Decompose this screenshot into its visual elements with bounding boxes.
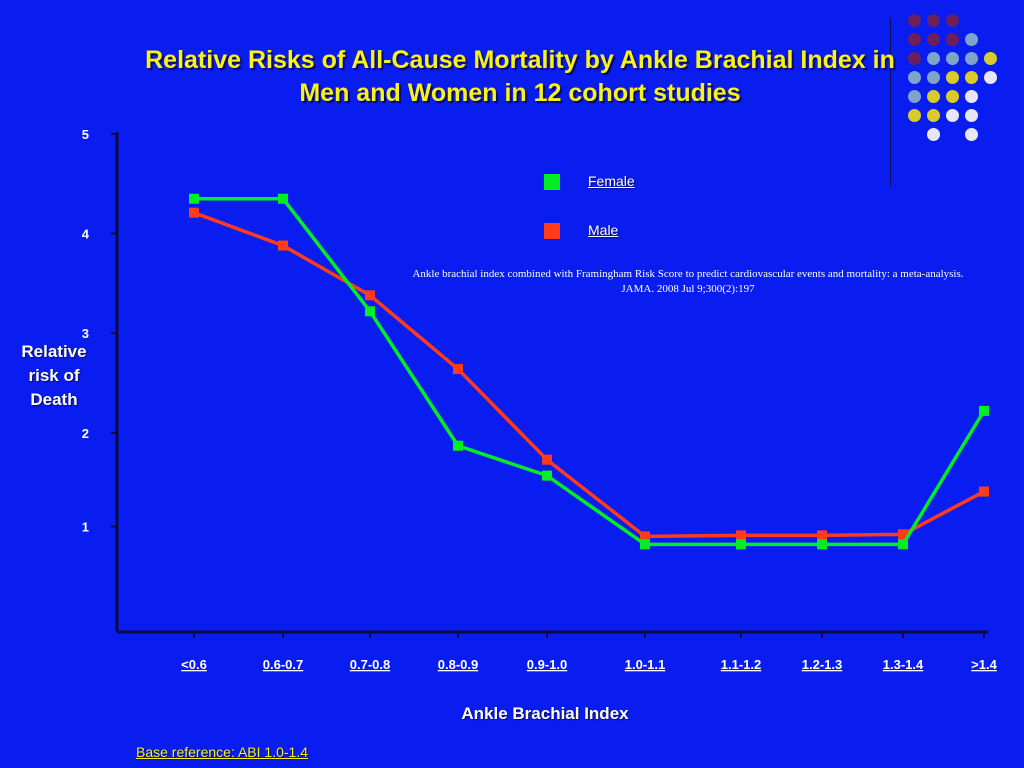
legend-swatch-female: [544, 174, 560, 190]
data-point-male: [898, 529, 908, 540]
legend-label-male: Male: [588, 222, 619, 238]
citation: Ankle brachial index combined with Frami…: [356, 267, 1020, 297]
decorative-dot: [927, 33, 940, 46]
data-point-male: [542, 454, 552, 465]
decorative-dot: [965, 71, 978, 84]
data-point-male: [817, 530, 827, 541]
decorative-dot: [965, 33, 978, 46]
data-point-male: [453, 364, 463, 375]
data-point-male: [736, 530, 746, 541]
data-point-female: [898, 539, 908, 550]
slide-title: Relative Risks of All-Cause Mortality by…: [60, 44, 980, 110]
data-point-female: [453, 440, 463, 451]
series-line-female: [194, 196, 986, 547]
decorative-dot: [946, 90, 959, 103]
data-point-female: [189, 193, 199, 204]
y-tick-label: 2: [82, 426, 89, 441]
series-line-male: [193, 211, 985, 539]
decorative-dot: [908, 52, 921, 65]
decorative-dot: [984, 71, 997, 84]
y-tick-label: 4: [82, 227, 90, 242]
data-point-female: [979, 405, 989, 416]
legend-label-female: Female: [588, 173, 635, 189]
decorative-dot: [946, 109, 959, 122]
decorative-dot: [908, 71, 921, 84]
data-point-male: [278, 240, 288, 251]
decorative-dot: [984, 52, 997, 65]
x-axis-label: Ankle Brachial Index: [461, 704, 629, 723]
y-tick-label: 1: [82, 519, 89, 534]
title-line-1: Relative Risks of All-Cause Mortality by…: [145, 46, 895, 74]
y-axis-label-line-2: risk of: [28, 366, 80, 385]
x-tick-label: 1.3-1.4: [883, 657, 924, 672]
x-tick-label: 1.2-1.3: [802, 657, 842, 672]
data-point-male: [365, 290, 375, 301]
x-tick-label: 0.9-1.0: [527, 657, 567, 672]
decorative-dot: [965, 52, 978, 65]
title-line-2: Men and Women in 12 cohort studies: [299, 79, 741, 107]
data-point-male: [640, 531, 650, 542]
data-point-female: [640, 539, 650, 550]
x-tick-label: >1.4: [971, 657, 997, 672]
decorative-dot: [965, 109, 978, 122]
data-point-female: [817, 539, 827, 550]
footnote: Base reference: ABI 1.0-1.4: [136, 744, 308, 760]
y-axis-label-line-1: Relative: [21, 342, 87, 361]
y-axis-label-line-3: Death: [30, 390, 78, 409]
decorative-dot: [927, 71, 940, 84]
decorative-dot: [927, 52, 940, 65]
decorative-dot: [908, 33, 921, 46]
decorative-dot: [908, 109, 921, 122]
legend-swatch-male: [544, 223, 560, 239]
decorative-dot: [965, 90, 978, 103]
data-point-female: [278, 193, 288, 204]
x-tick-label: 0.7-0.8: [350, 657, 390, 672]
x-tick-label: <0.6: [181, 657, 207, 672]
decorative-dot: [946, 71, 959, 84]
decorative-divider: [890, 18, 891, 186]
decorative-dot: [946, 33, 959, 46]
citation-line-1: Ankle brachial index combined with Frami…: [412, 268, 964, 280]
data-point-female: [736, 539, 746, 550]
x-tick-label: 1.0-1.1: [625, 657, 665, 672]
decorative-dot: [927, 128, 940, 141]
y-axis-label: Relative risk of Death: [6, 340, 102, 412]
decorative-dot: [946, 14, 959, 27]
decorative-dot: [927, 90, 940, 103]
decorative-dot: [927, 109, 940, 122]
decorative-dot-grid: [908, 14, 1020, 164]
data-point-female: [542, 470, 552, 481]
decorative-dot: [908, 90, 921, 103]
data-point-female: [365, 306, 375, 317]
citation-line-2: JAMA. 2008 Jul 9;300(2):197: [621, 283, 755, 295]
x-tick-label: 1.1-1.2: [721, 657, 761, 672]
decorative-dot: [965, 128, 978, 141]
decorative-dot: [908, 14, 921, 27]
y-tick-label: 3: [82, 326, 89, 341]
decorative-dot: [946, 52, 959, 65]
data-point-male: [979, 486, 989, 497]
x-tick-label: 0.8-0.9: [438, 657, 478, 672]
x-tick-label: 0.6-0.7: [263, 657, 303, 672]
y-tick-label: 5: [82, 127, 89, 142]
data-point-male: [189, 207, 199, 218]
decorative-dot: [927, 14, 940, 27]
